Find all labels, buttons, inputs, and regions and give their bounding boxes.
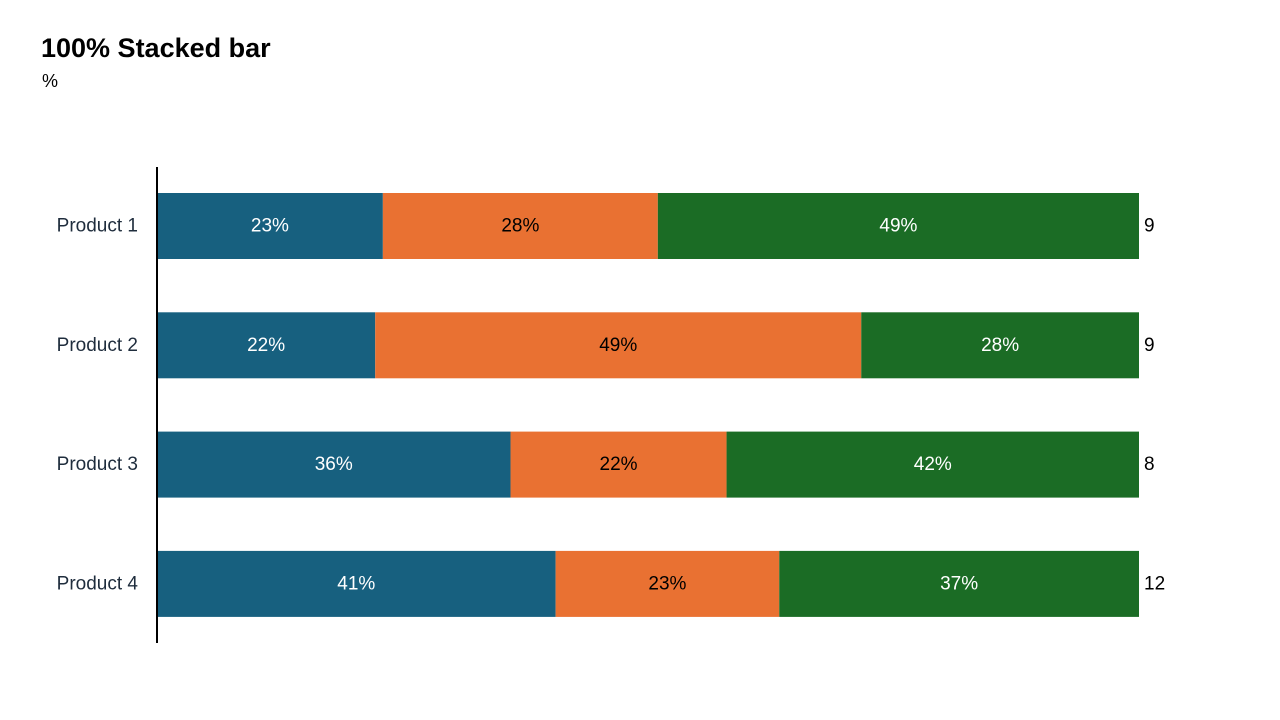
- chart-title: 100% Stacked bar: [41, 33, 271, 63]
- category-label: Product 1: [57, 216, 138, 237]
- bar-segment: [157, 550, 556, 617]
- bar-segment: [382, 193, 658, 259]
- data-label: 22%: [247, 335, 285, 356]
- bar-segment: [555, 550, 780, 617]
- data-label: 23%: [251, 216, 289, 237]
- bar-segment: [657, 193, 1139, 259]
- bar-segment: [861, 312, 1139, 379]
- data-label: 36%: [315, 454, 353, 475]
- data-label: 49%: [599, 335, 637, 356]
- data-label: 41%: [337, 573, 375, 594]
- total-label: 9: [1144, 335, 1155, 356]
- category-label: Product 2: [57, 335, 138, 356]
- category-label: Product 3: [57, 454, 138, 475]
- bar-segment: [157, 431, 511, 498]
- bar-segment: [510, 431, 727, 498]
- category-label: Product 4: [57, 573, 139, 594]
- bar-segment: [157, 193, 383, 259]
- data-label: 28%: [501, 216, 539, 237]
- chart-subtitle: %: [42, 71, 59, 91]
- bar-segment: [726, 431, 1139, 498]
- data-label: 49%: [879, 216, 917, 237]
- total-label: 9: [1144, 216, 1155, 237]
- total-label: 8: [1144, 454, 1155, 475]
- data-label: 37%: [940, 573, 978, 594]
- total-label: 12: [1144, 573, 1165, 594]
- data-label: 28%: [981, 335, 1019, 356]
- data-label: 22%: [600, 454, 638, 475]
- bar-segment: [375, 312, 862, 379]
- bar-segment: [157, 312, 376, 379]
- data-label: 23%: [648, 573, 686, 594]
- bar-segment: [779, 550, 1139, 617]
- data-label: 42%: [914, 454, 952, 475]
